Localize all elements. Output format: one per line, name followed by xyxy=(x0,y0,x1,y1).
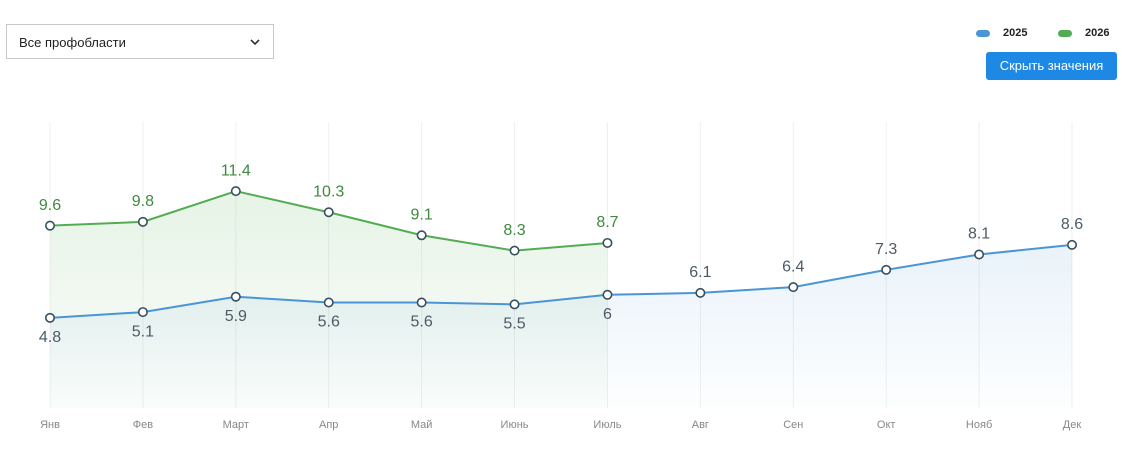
data-label: 5.6 xyxy=(318,314,340,331)
data-label: 10.3 xyxy=(313,183,344,200)
data-label: 5.9 xyxy=(225,308,247,325)
data-point xyxy=(230,291,241,302)
dropdown[interactable]: Все профобласти xyxy=(6,24,274,59)
x-tick-label: Апр xyxy=(319,419,338,431)
data-point xyxy=(509,299,520,310)
legend-swatch xyxy=(976,30,990,37)
data-point xyxy=(137,307,148,318)
data-label: 7.3 xyxy=(875,241,897,258)
x-tick-label: Июль xyxy=(593,419,621,431)
data-point xyxy=(509,245,520,256)
data-label: 9.6 xyxy=(39,197,61,214)
data-label: 6 xyxy=(603,306,612,323)
data-point xyxy=(323,207,334,218)
data-label: 5.6 xyxy=(411,314,433,331)
series-line xyxy=(49,243,1073,319)
legend-label: 2025 xyxy=(1003,27,1027,39)
data-label: 11.4 xyxy=(221,162,251,179)
data-point xyxy=(323,297,334,308)
x-tick-label: Сен xyxy=(783,419,803,431)
data-point xyxy=(974,249,985,260)
data-label: 5.5 xyxy=(503,316,525,333)
data-point xyxy=(230,186,241,197)
data-point xyxy=(602,237,613,248)
data-point xyxy=(1067,239,1078,250)
x-tick-label: Нояб xyxy=(966,419,992,431)
chevron xyxy=(250,39,260,46)
hide-values-button[interactable]: Скрыть значения xyxy=(986,52,1117,80)
x-tick-label: Янв xyxy=(40,419,60,431)
x-tick-label: Фев xyxy=(133,419,153,431)
data-label: 5.1 xyxy=(132,323,154,340)
data-point xyxy=(416,297,427,308)
legend-swatch xyxy=(1058,30,1072,37)
x-tick-label: Авг xyxy=(692,419,709,431)
data-label: 6.1 xyxy=(689,264,711,281)
data-point xyxy=(44,220,55,231)
data-point xyxy=(788,282,799,293)
data-label: 8.7 xyxy=(596,214,618,231)
data-label: 4.8 xyxy=(39,329,61,346)
data-point xyxy=(695,287,706,298)
data-point xyxy=(416,230,427,241)
data-label: 9.1 xyxy=(411,206,433,223)
data-point xyxy=(137,216,148,227)
data-point xyxy=(602,289,613,300)
x-tick-label: Июнь xyxy=(501,419,529,431)
x-tick-label: Май xyxy=(411,419,433,431)
data-label: 8.6 xyxy=(1061,216,1083,233)
dropdown-label: Все профобласти xyxy=(19,35,126,50)
data-point xyxy=(881,264,892,275)
data-label: 6.4 xyxy=(782,258,804,275)
data-label: 8.3 xyxy=(503,222,525,239)
data-point xyxy=(44,312,55,323)
x-tick-label: Окт xyxy=(877,419,896,431)
x-tick-label: Март xyxy=(223,419,249,431)
x-tick-label: Дек xyxy=(1063,419,1082,431)
data-label: 8.1 xyxy=(968,226,990,243)
data-label: 9.8 xyxy=(132,193,154,210)
legend-label: 2026 xyxy=(1085,27,1109,39)
